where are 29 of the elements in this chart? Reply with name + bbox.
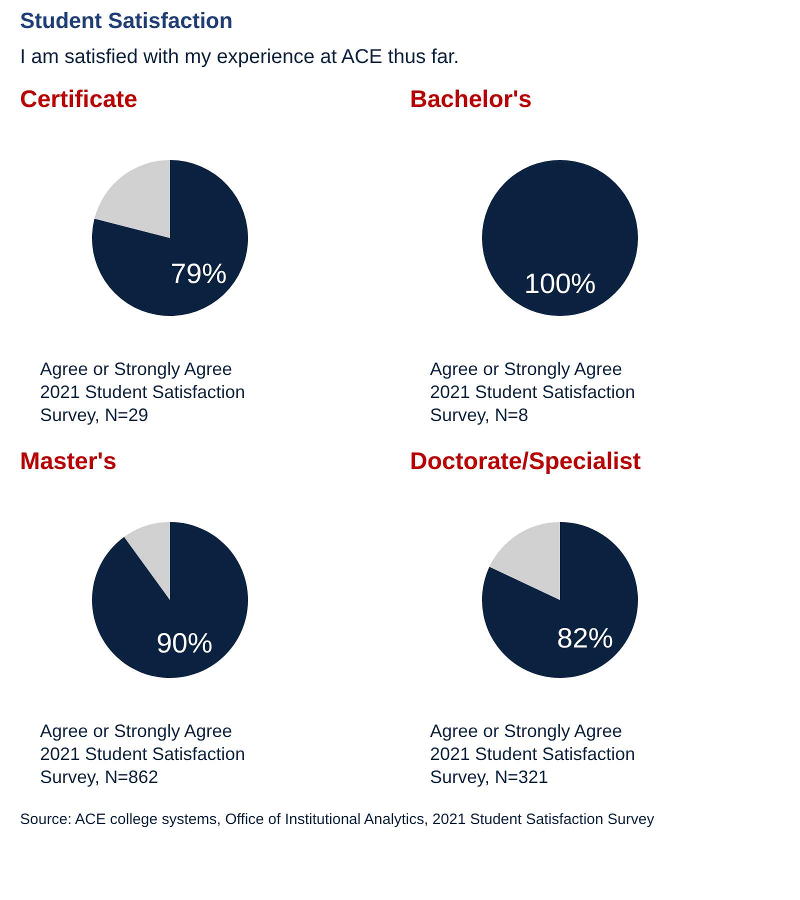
pie-slice bbox=[94, 160, 170, 238]
text: 2021 Student Satisfaction bbox=[430, 744, 636, 764]
text: Survey, N=862 bbox=[40, 767, 158, 787]
data-label: 79% bbox=[170, 258, 227, 289]
text: Agree or Strongly Agree bbox=[430, 359, 622, 379]
text: Survey, N=29 bbox=[40, 405, 148, 425]
source-note: Source: ACE college systems, Office of Institutional Analytics, 2021 Student Satisfaction Survey bbox=[20, 811, 655, 828]
text: Agree or Strongly Agree bbox=[40, 721, 232, 741]
chart-title: Master's bbox=[20, 448, 116, 475]
text: Survey, N=321 bbox=[430, 767, 548, 787]
chart-title: Certificate bbox=[20, 86, 138, 113]
pie-slice bbox=[92, 522, 248, 678]
text: 2021 Student Satisfaction bbox=[430, 382, 636, 402]
text: Student Satisfaction bbox=[20, 8, 233, 33]
data-label: 82% bbox=[557, 622, 614, 654]
text: 2021 Student Satisfaction bbox=[40, 382, 246, 402]
chart-title: Doctorate/Specialist bbox=[410, 448, 641, 475]
pie-slice bbox=[124, 522, 170, 600]
text: 2021 Student Satisfaction bbox=[40, 744, 246, 764]
text: Agree or Strongly Agree bbox=[430, 721, 622, 741]
text: Survey, N=8 bbox=[430, 405, 528, 425]
pie-slice bbox=[482, 522, 638, 678]
chart-subtitle: I am satisfied with my experience at ACE thus far. bbox=[20, 46, 460, 68]
data-label: 100% bbox=[524, 268, 596, 299]
data-label: 90% bbox=[156, 628, 212, 659]
text: Agree or Strongly Agree bbox=[40, 359, 232, 379]
chart-title: Bachelor's bbox=[410, 86, 532, 113]
pie-slice bbox=[92, 160, 248, 316]
pie-slice bbox=[489, 522, 560, 600]
